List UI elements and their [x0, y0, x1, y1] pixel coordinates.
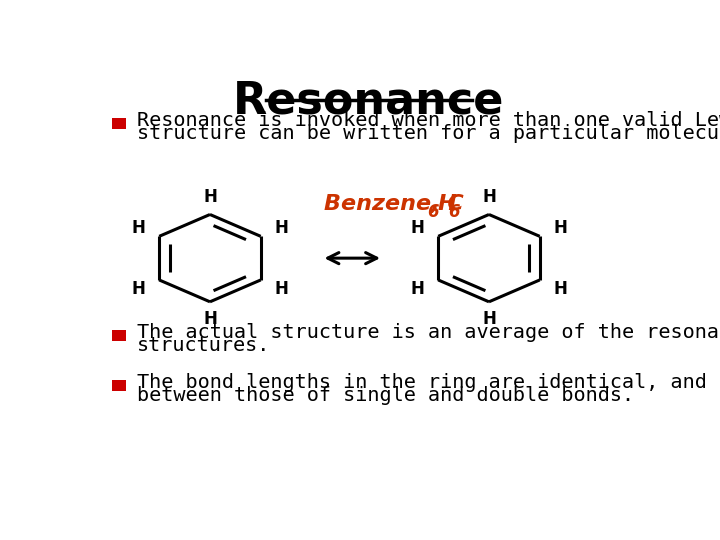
Bar [112, 118, 126, 129]
Text: Resonance is invoked when more than one valid Lewis: Resonance is invoked when more than one … [138, 111, 720, 131]
Text: 6: 6 [428, 202, 439, 220]
Text: 6: 6 [449, 202, 460, 220]
Text: H: H [203, 310, 217, 328]
Text: H: H [437, 194, 456, 214]
Text: H: H [274, 280, 288, 298]
Text: H: H [132, 280, 146, 298]
Text: Resonance: Resonance [233, 79, 505, 123]
Text: H: H [411, 280, 425, 298]
Bar [112, 329, 126, 341]
Text: The bond lengths in the ring are identical, and: The bond lengths in the ring are identic… [138, 373, 707, 393]
Text: The actual structure is an average of the resonance: The actual structure is an average of th… [138, 323, 720, 342]
Text: H: H [482, 188, 496, 206]
Text: H: H [274, 219, 288, 237]
Text: H: H [553, 280, 567, 298]
Text: H: H [132, 219, 146, 237]
Text: structures.: structures. [138, 336, 271, 355]
Text: Benzene, C: Benzene, C [324, 194, 464, 214]
Text: H: H [553, 219, 567, 237]
Text: H: H [411, 219, 425, 237]
Text: between those of single and double bonds.: between those of single and double bonds… [138, 386, 634, 405]
Text: H: H [203, 188, 217, 206]
Text: structure can be written for a particular molecule.: structure can be written for a particula… [138, 124, 720, 143]
Bar [112, 380, 126, 391]
Text: H: H [482, 310, 496, 328]
